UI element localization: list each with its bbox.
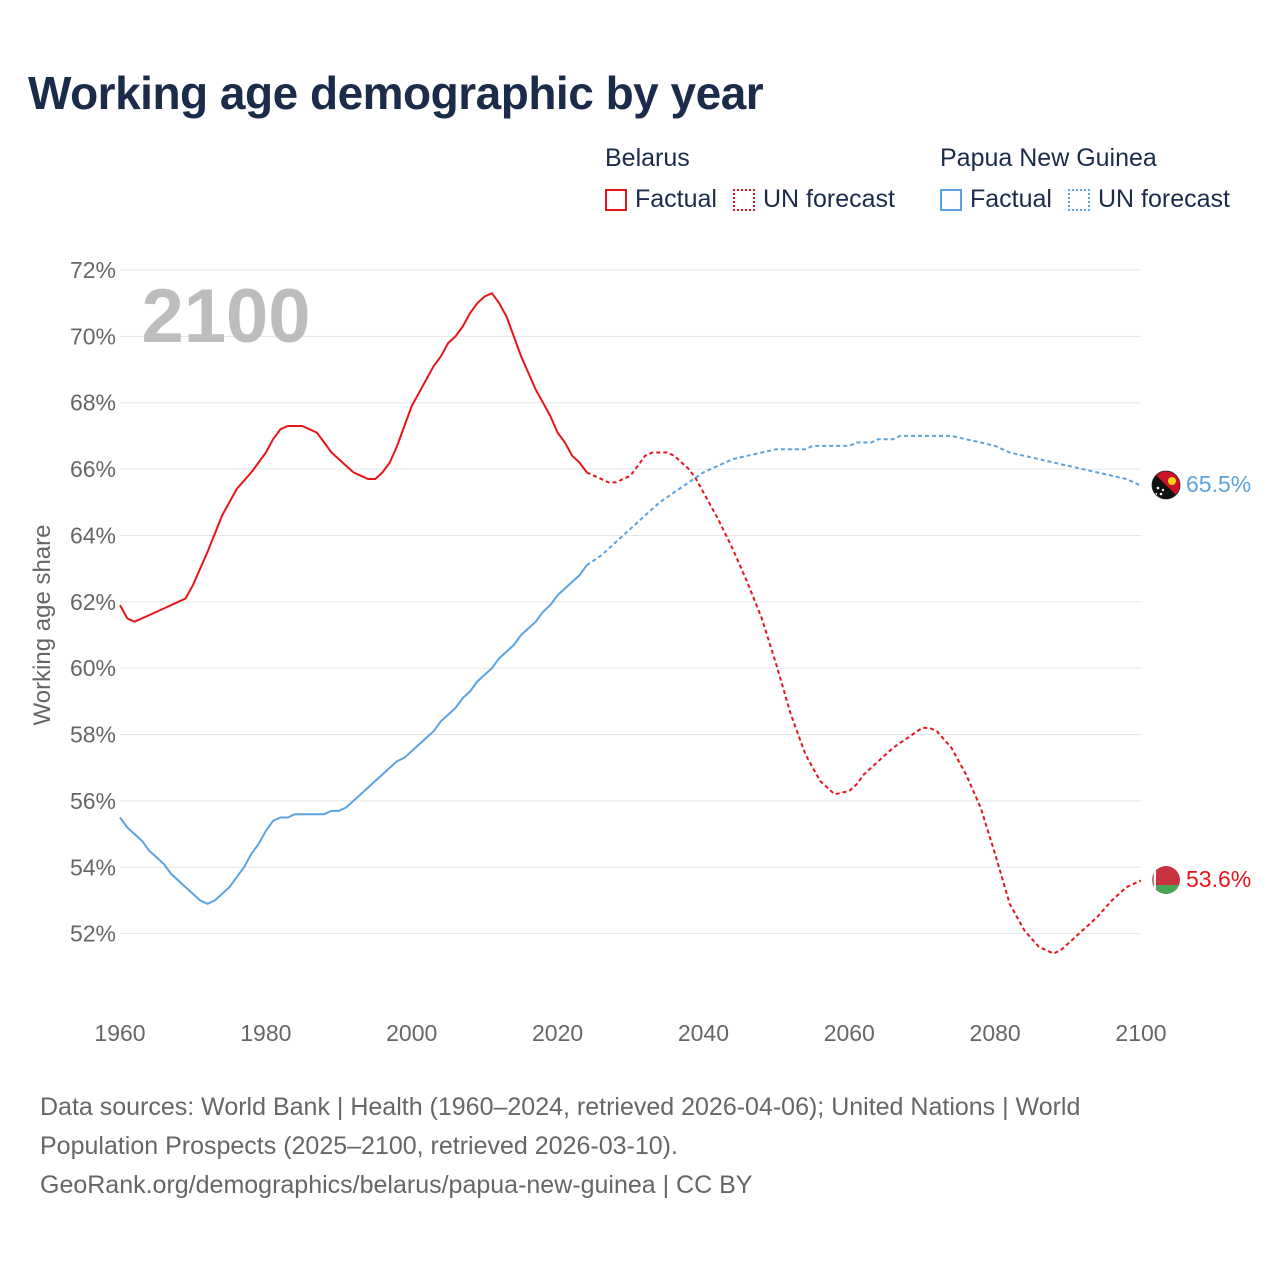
legend-label: Factual: [970, 185, 1052, 213]
footer-line: GeoRank.org/demographics/belarus/papua-n…: [40, 1171, 753, 1199]
axes: 52% 54% 56% 58% 60% 62% 64% 66% 68% 70% 72% 1960 198…: [70, 257, 1167, 1046]
legend-label: UN forecast: [762, 185, 895, 213]
legend-item-png-factual[interactable]: Factual: [940, 185, 1052, 214]
x-tick-label: 2000: [386, 1020, 437, 1046]
belarus-flag-icon: [1152, 866, 1180, 894]
legend-label: Factual: [635, 185, 717, 213]
png-forecast-line: [586, 434, 1142, 567]
y-tick-label: 64%: [70, 522, 116, 548]
y-tick-label: 60%: [70, 655, 116, 681]
y-axis-title: Working age share: [29, 525, 56, 726]
legend-group-png: Papua New Guinea Factual UN forecast: [940, 144, 1246, 214]
belarus-forecast-line: [586, 451, 1142, 955]
x-tick-label: 2080: [970, 1020, 1021, 1046]
legend-group-title: Papua New Guinea: [940, 144, 1157, 172]
y-tick-label: 52%: [70, 921, 116, 947]
png-end-label: 65.5%: [1186, 471, 1251, 497]
belarus-factual-line: [119, 292, 588, 623]
y-tick-label: 68%: [70, 390, 116, 416]
x-tick-label: 2040: [678, 1020, 729, 1046]
y-tick-label: 54%: [70, 854, 116, 880]
footer-line: Population Prospects (2025–2100, retriev…: [40, 1132, 678, 1160]
legend-swatch-dotted: [732, 188, 755, 211]
legend-item-belarus-forecast[interactable]: UN forecast: [732, 185, 895, 214]
x-tick-label: 2100: [1115, 1020, 1166, 1046]
legend-swatch-solid: [605, 188, 627, 211]
png-flag-border: [1151, 470, 1181, 500]
legend-item-belarus-factual[interactable]: Factual: [605, 185, 717, 214]
line-chart: 52% 54% 56% 58% 60% 62% 64% 66% 68% 70% 72% 1960 198…: [29, 257, 1251, 1046]
y-tick-label: 62%: [70, 589, 116, 615]
legend-label: UN forecast: [1097, 185, 1230, 213]
footer: Data sources: World Bank | Health (1960–…: [40, 1088, 1240, 1205]
y-tick-label: 70%: [70, 323, 116, 349]
footer-line: Data sources: World Bank | Health (1960–…: [40, 1093, 1081, 1121]
legend-group-belarus: Belarus Factual UN forecast: [605, 144, 911, 214]
png-flag-icon: [1152, 471, 1180, 499]
y-tick-label: 72%: [70, 257, 116, 283]
x-tick-label: 1960: [94, 1020, 145, 1046]
belarus-end-label: 53.6%: [1186, 866, 1251, 892]
y-tick-label: 66%: [70, 456, 116, 482]
grid: [120, 269, 1141, 935]
legend-swatch-dotted: [1067, 188, 1090, 211]
png-factual-line: [119, 564, 588, 905]
legend-item-png-forecast[interactable]: UN forecast: [1067, 185, 1230, 214]
x-tick-label: 2060: [824, 1020, 875, 1046]
year-watermark: 2100: [141, 274, 310, 359]
legend-swatch-solid: [940, 188, 962, 211]
y-tick-label: 56%: [70, 788, 116, 814]
x-tick-label: 2020: [532, 1020, 583, 1046]
series: [119, 292, 1142, 955]
y-tick-label: 58%: [70, 722, 116, 748]
x-tick-label: 1980: [240, 1020, 291, 1046]
chart-title: Working age demographic by year: [28, 67, 764, 119]
legend-group-title: Belarus: [605, 144, 690, 172]
